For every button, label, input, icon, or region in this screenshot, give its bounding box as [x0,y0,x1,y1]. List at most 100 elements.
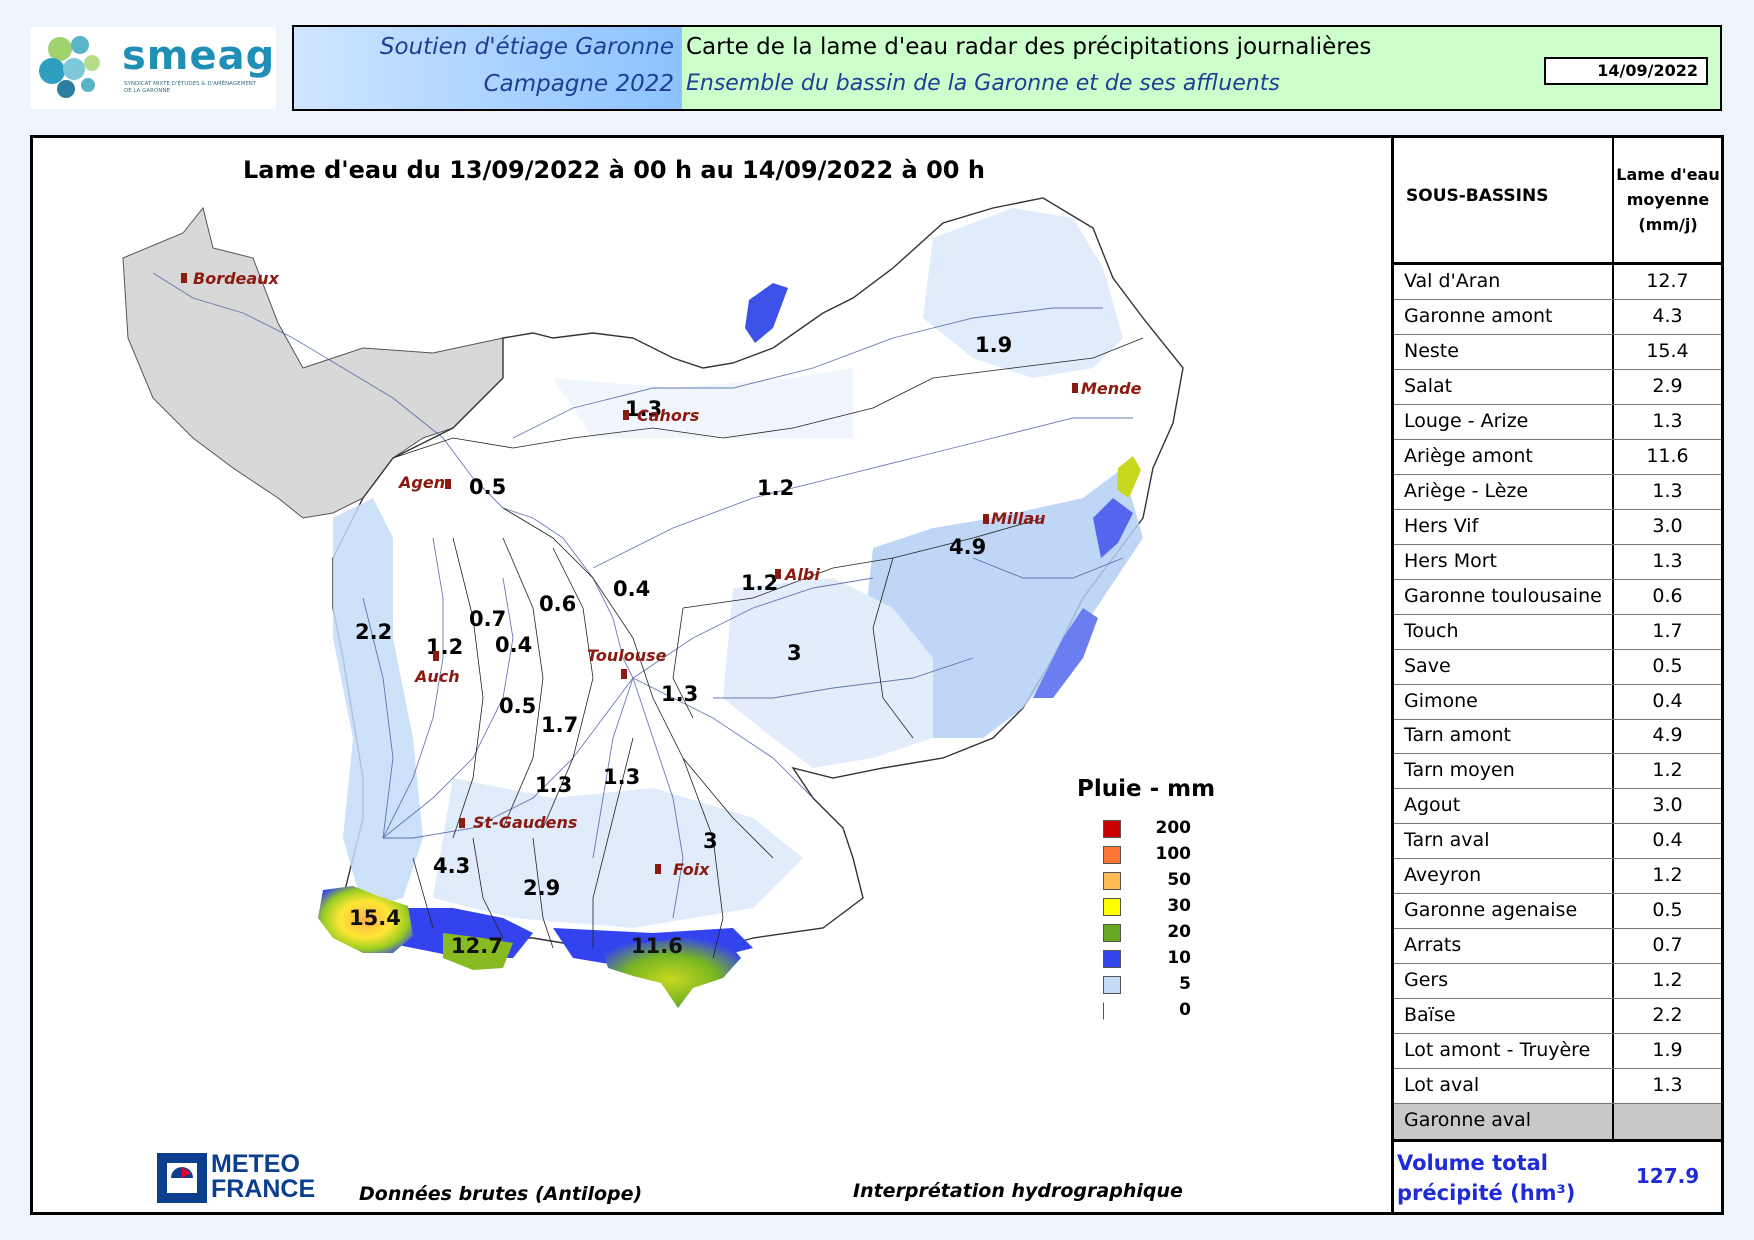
legend-swatch [1103,976,1121,994]
table-row: Val d'Aran 12.7 [1394,265,1721,300]
value-garonne-agenaise: 0.5 [469,475,506,499]
interpretation-note: Interprétation hydrographique [853,1180,1183,1202]
subbasin-value: 0.6 [1652,584,1683,607]
table-header-value-line3: (mm/j) [1638,215,1698,234]
table-row: Salat 2.9 [1394,370,1721,405]
table-row: Save 0.5 [1394,650,1721,685]
subbasin-name: Touch [1404,619,1459,642]
subbasin-value: 1.3 [1652,1074,1683,1097]
smeag-logo-text: smeag [122,33,276,79]
svg-text:Foix: Foix [673,860,710,879]
value-garonne-amont: 4.3 [433,854,470,878]
svg-text:Cahors: Cahors [637,406,699,425]
legend-swatch [1103,924,1121,942]
table-row: Hers Mort 1.3 [1394,545,1721,580]
header-campaign-panel [294,27,682,109]
volume-total: Volume total précipité (hm³) 127.9 [1394,1139,1721,1212]
city-toulouse: Toulouse [587,646,667,679]
subbasin-value: 3.0 [1652,514,1683,537]
table-row: Garonne toulousaine 0.6 [1394,580,1721,615]
value-gimone: 0.4 [495,633,532,657]
value-salat: 2.9 [523,876,560,900]
subbasin-value: 2.2 [1652,1004,1683,1027]
table-row: Tarn amont 4.9 [1394,719,1721,755]
value-tarn-aval: 0.4 [613,577,650,601]
legend-label: 5 [1179,974,1191,994]
subbasin-name: Ariège - Lèze [1404,479,1529,502]
city-mende: Mende [1072,379,1142,398]
table-row: Garonne aval [1394,1104,1721,1140]
subbasin-name: Aveyron [1404,864,1482,887]
table-row: Lot aval 1.3 [1394,1069,1721,1105]
value-hers-vif: 3 [703,829,718,853]
value-gers: 1.2 [426,635,463,659]
subbasin-name: Neste [1404,339,1459,362]
svg-text:Albi: Albi [783,565,820,584]
value-ariege-leze: 1.3 [603,765,640,789]
legend-swatch [1103,1002,1121,1020]
subbasin-name: Arrats [1404,934,1462,957]
svg-text:St-Gaudens: St-Gaudens [473,813,577,832]
subbasin-name: Gers [1404,969,1449,992]
subbasin-value: 1.3 [1652,549,1683,572]
subbasin-value: 0.4 [1652,829,1683,852]
svg-text:Toulouse: Toulouse [587,646,667,665]
legend-swatch [1103,898,1121,916]
subbasin-value: 1.9 [1652,1039,1683,1062]
legend-swatch [1103,872,1121,890]
table-row: Lot amont - Truyère 1.9 [1394,1034,1721,1070]
legend-swatch [1103,846,1121,864]
value-baise: 2.2 [355,620,392,644]
table-header: SOUS-BASSINS Lame d'eau moyenne (mm/j) [1394,138,1721,265]
subbasin-name: Save [1404,654,1451,677]
subbasin-name: Lot aval [1404,1074,1480,1097]
table-header-value: Lame d'eau moyenne (mm/j) [1614,162,1722,237]
subbasin-value: 11.6 [1646,444,1689,467]
subbasin-value: 1.7 [1652,619,1683,642]
value-aveyron: 1.2 [757,476,794,500]
table-row: Baïse 2.2 [1394,999,1721,1035]
table-row: Ariège amont 11.6 [1394,440,1721,475]
table-header-value-line2: moyenne [1626,190,1710,209]
subbasin-name: Garonne amont [1404,304,1553,327]
subbasin-name: Hers Mort [1404,549,1498,572]
value-tarn-amont: 4.9 [949,535,986,559]
subbasin-name: Baïse [1404,1004,1456,1027]
main-frame: 1.9 1.3 0.5 1.2 4.9 0.4 1.2 0.6 2.2 0.7 … [30,135,1724,1215]
city-st-gaudens: St-Gaudens [459,813,577,832]
subbasin-value: 0.7 [1652,934,1683,957]
header-bar: Soutien d'étiage Garonne Campagne 2022 C… [292,25,1722,111]
city-markers: Bordeaux Cahors Mende Agen Millau Albi T… [181,269,1142,879]
legend-label: 50 [1167,870,1191,890]
subbasin-name: Tarn aval [1404,829,1490,852]
subbasin-name: Garonne agenaise [1404,899,1578,922]
table-row: Arrats 0.7 [1394,929,1721,965]
value-lot-amont: 1.9 [975,333,1012,357]
subbasin-name: Garonne aval [1404,1109,1532,1132]
svg-text:Agen: Agen [397,473,445,492]
legend-title: Pluie - mm [1077,776,1216,802]
city-bordeaux: Bordeaux [181,269,280,288]
table-row: Touch 1.7 [1394,615,1721,650]
svg-text:Mende: Mende [1081,379,1142,398]
meteo-text-line2: FRANCE [211,1175,316,1203]
subbasin-name: Tarn moyen [1404,759,1515,782]
value-agout: 3 [787,641,802,665]
volume-total-value: 127.9 [1635,1164,1700,1188]
value-val-aran: 12.7 [451,934,503,958]
subbasin-value: 1.2 [1652,969,1683,992]
map-title: Lame d'eau du 13/09/2022 à 00 h au 14/09… [243,156,985,184]
table-row: Garonne agenaise 0.5 [1394,894,1721,930]
meteo-france-text: METEO FRANCE [211,1152,315,1202]
subbasin-value: 12.7 [1646,270,1689,292]
header-date: 14/09/2022 [1544,57,1708,85]
value-neste: 15.4 [349,906,401,930]
subbasin-name: Gimone [1404,689,1478,712]
rain-high-zones [318,456,1141,1008]
subbasin-name: Louge - Arize [1404,409,1529,432]
table-row: Gers 1.2 [1394,964,1721,1000]
value-save: 0.5 [499,694,536,718]
legend-label: 10 [1167,948,1191,968]
city-foix: Foix [655,860,710,879]
rain-light-zones [333,208,1143,928]
